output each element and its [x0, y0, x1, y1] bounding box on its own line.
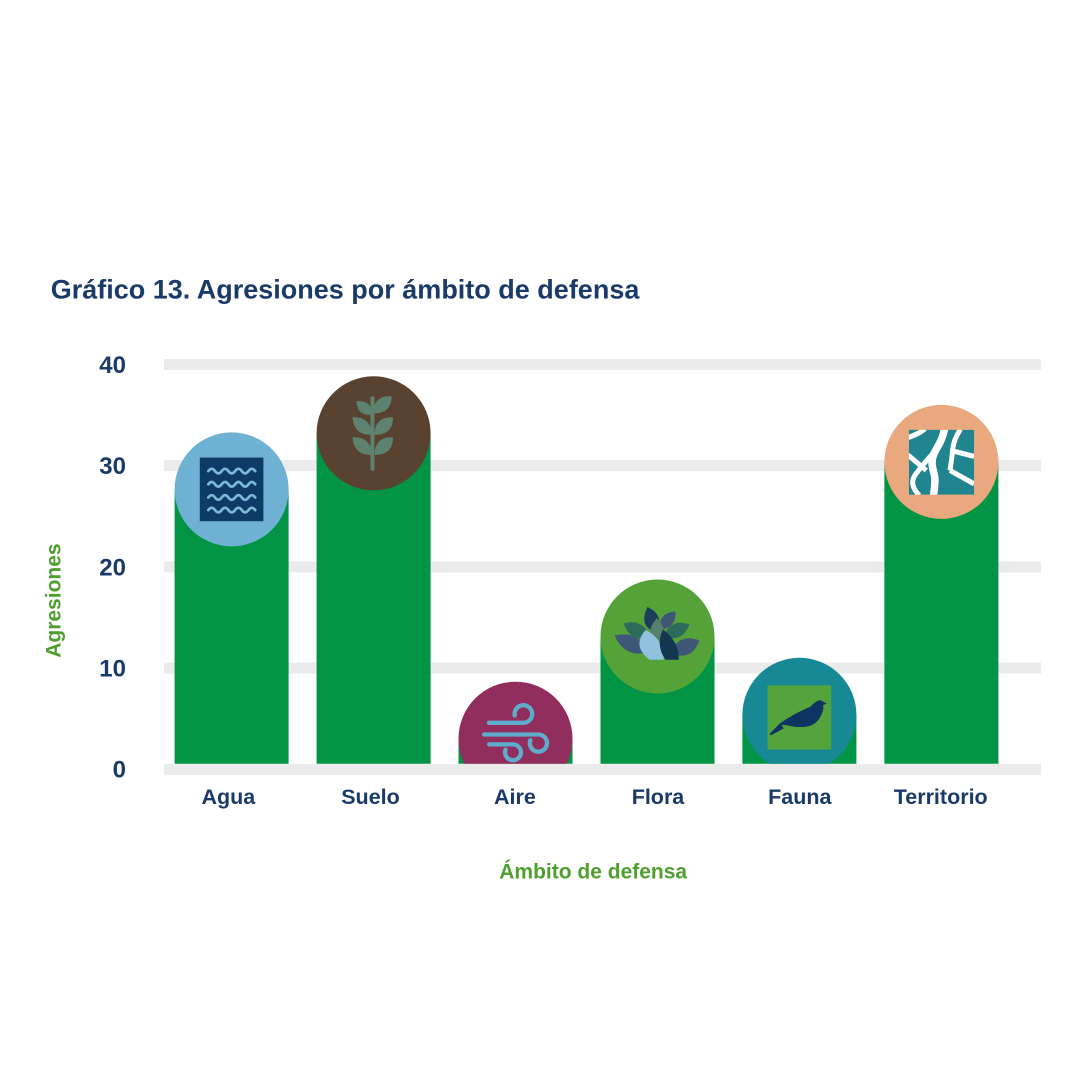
svg-text:Gráfico 13. Agresiones por ámb: Gráfico 13. Agresiones por ámbito de def… [51, 275, 641, 305]
svg-text:Agua: Agua [202, 785, 257, 809]
svg-text:Territorio: Territorio [894, 785, 988, 809]
svg-text:Ámbito de defensa: Ámbito de defensa [499, 861, 687, 884]
svg-text:20: 20 [99, 554, 126, 581]
svg-text:40: 40 [99, 352, 126, 379]
svg-text:Fauna: Fauna [768, 785, 832, 809]
svg-text:Agresiones: Agresiones [43, 543, 66, 657]
svg-text:10: 10 [99, 656, 126, 683]
svg-text:Aire: Aire [494, 785, 536, 809]
svg-text:Flora: Flora [632, 785, 686, 809]
svg-text:Suelo: Suelo [341, 785, 400, 809]
svg-text:30: 30 [99, 453, 126, 480]
svg-text:0: 0 [113, 757, 126, 784]
